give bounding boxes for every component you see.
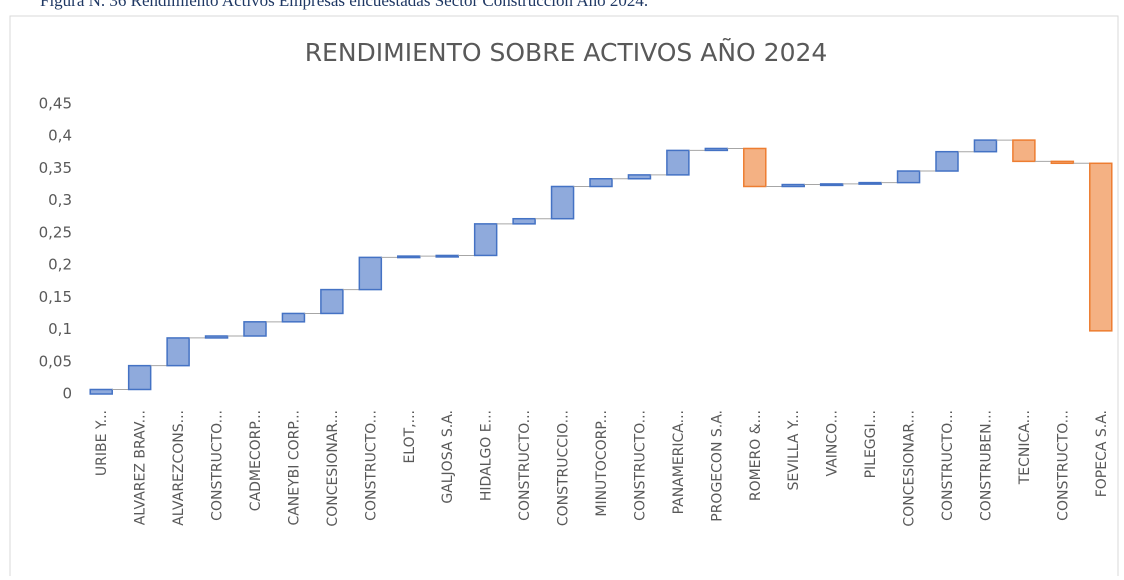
bar <box>473 223 498 257</box>
x-tick-label: HIDALGO E... <box>479 410 495 501</box>
y-tick-label: 0,4 <box>48 127 72 145</box>
x-tick-label: GALJOSA S.A. <box>440 410 456 504</box>
x-tick-label: PANAMERICA... <box>671 410 687 514</box>
bar <box>435 254 459 258</box>
chart-frame <box>9 15 1119 580</box>
bar <box>358 256 383 291</box>
x-tick-label: CONCESIONAR... <box>325 410 341 527</box>
x-tick-label: FOPECA S.A. <box>1094 410 1110 497</box>
x-tick-label: ROMERO &... <box>748 410 764 501</box>
bar <box>781 183 805 188</box>
x-tick-label: CONSTRUBEN... <box>978 410 994 521</box>
bar <box>397 255 421 259</box>
x-tick-label: CONSTRUCTO... <box>210 410 226 521</box>
y-tick-label: 0,15 <box>39 288 72 306</box>
y-tick-label: 0,05 <box>39 352 72 370</box>
x-tick-label: TECNICA... <box>1017 410 1033 485</box>
x-tick-label: ALVAREZ BRAV... <box>133 410 149 525</box>
y-tick-label: 0,25 <box>39 223 72 241</box>
x-tick-label: VAINCO... <box>825 410 841 476</box>
x-tick-label: CONSTRUCTO... <box>363 410 379 521</box>
x-tick-label: CONSTRUCTO... <box>517 410 533 521</box>
bar <box>819 183 844 187</box>
bar <box>935 150 959 172</box>
bar <box>666 149 690 176</box>
x-tick-label: MINUTOCORP... <box>594 410 610 517</box>
x-tick-label: URIBE Y... <box>94 410 110 476</box>
bar <box>896 170 921 184</box>
bar <box>281 312 306 323</box>
bar <box>1012 139 1036 163</box>
bar <box>743 147 767 188</box>
x-tick-label: CANEYBI CORP... <box>286 410 302 526</box>
bar <box>204 335 229 339</box>
x-tick-label: CONSTRUCTO... <box>940 410 956 521</box>
y-tick-label: 0,2 <box>48 256 72 274</box>
x-tick-label: CONCESIONAR... <box>902 410 918 527</box>
x-tick-label: SEVILLA Y... <box>786 410 802 490</box>
bar <box>320 288 344 315</box>
x-tick-label: CADMECORP... <box>248 410 264 511</box>
y-tick-label: 0,45 <box>39 95 72 113</box>
chart-title: RENDIMIENTO SOBRE ACTIVOS AÑO 2024 <box>305 37 828 67</box>
x-tick-label: PROGECON S.A. <box>709 410 725 522</box>
bar <box>973 139 998 153</box>
x-tick-label: ELOT,... <box>402 410 418 464</box>
bar <box>127 364 152 391</box>
y-tick-label: 0,1 <box>48 320 72 338</box>
bar <box>166 337 190 367</box>
bar <box>243 321 267 337</box>
bar <box>704 147 729 152</box>
bar <box>512 217 536 225</box>
bar <box>627 174 652 180</box>
y-tick-label: 0,35 <box>39 159 72 177</box>
y-tick-label: 0,3 <box>48 191 72 209</box>
x-tick-label: CONSTRUCCIO... <box>556 410 572 526</box>
x-tick-label: CONSTRUCTO... <box>1055 410 1071 521</box>
bar <box>550 185 575 220</box>
x-tick-label: PILEGGI... <box>863 410 879 478</box>
x-tick-label: CONSTRUCTO... <box>632 410 648 521</box>
bar <box>858 181 882 185</box>
caption: Figura N. 36 Rendimiento Activos Empresa… <box>40 0 648 10</box>
y-tick-label: 0 <box>62 385 72 403</box>
bar <box>589 178 613 188</box>
x-tick-label: ALVAREZCONS... <box>171 410 187 526</box>
bar <box>1050 160 1075 165</box>
bar <box>1089 162 1113 332</box>
bar <box>89 388 113 395</box>
